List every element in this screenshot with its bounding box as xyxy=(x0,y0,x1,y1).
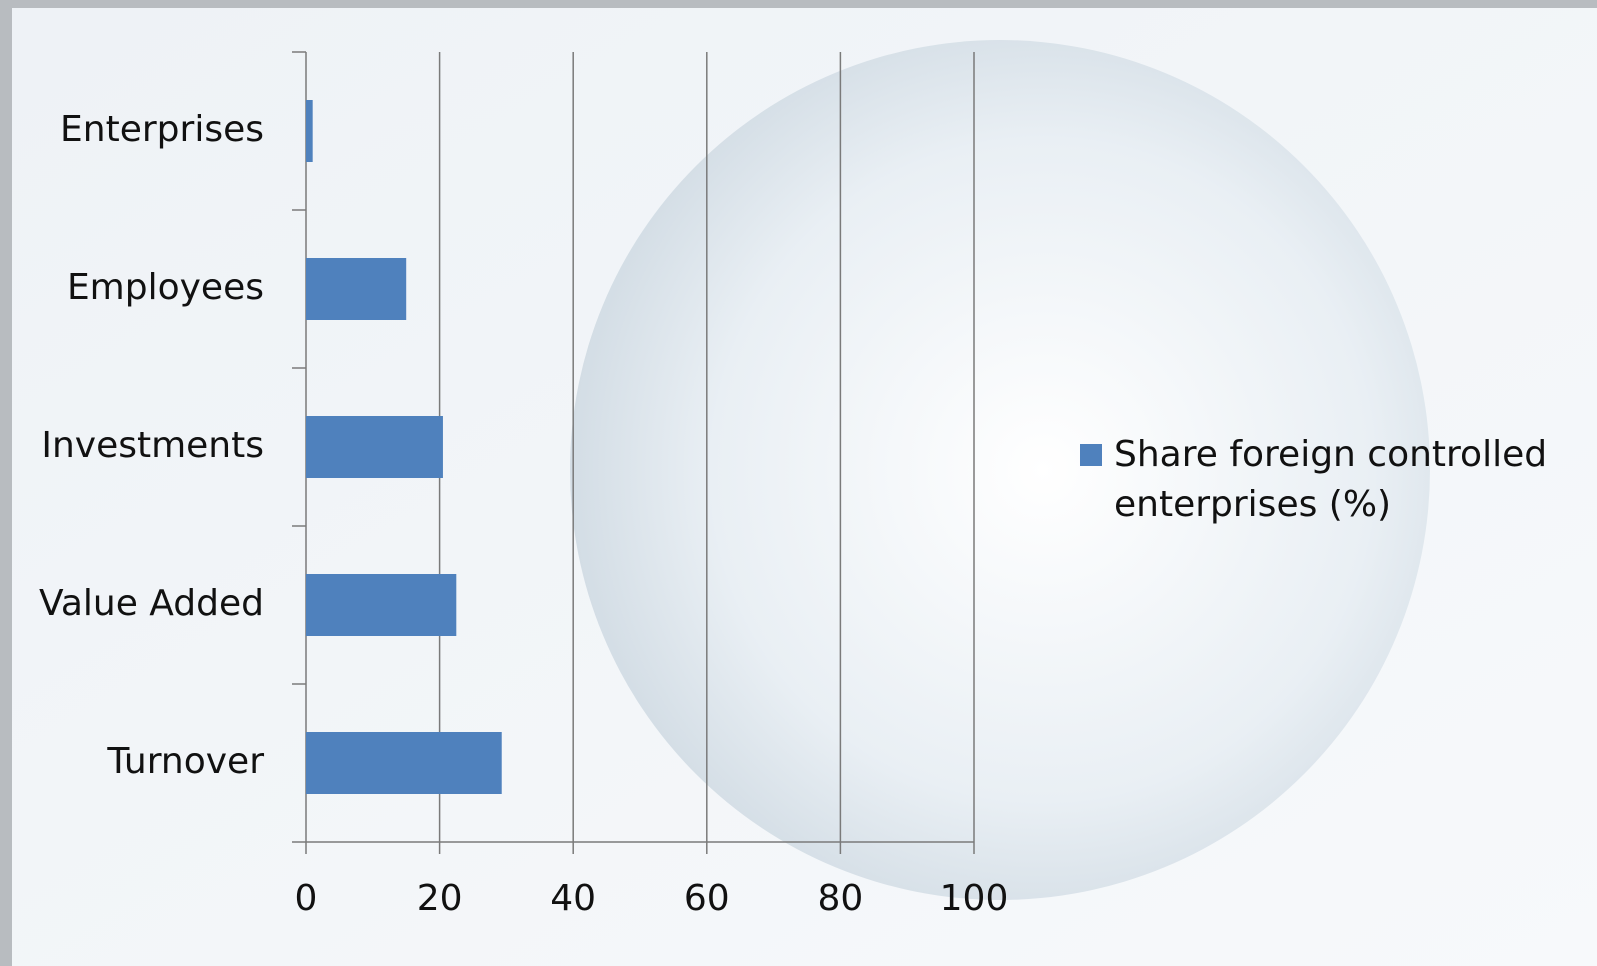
y-tick-label: Turnover xyxy=(106,741,264,782)
legend: Share foreign controlled enterprises (%) xyxy=(1080,430,1550,530)
x-tick-label: 0 xyxy=(295,878,318,919)
bar xyxy=(306,416,443,478)
y-tick-label: Value Added xyxy=(39,583,264,624)
y-tick-label: Investments xyxy=(41,425,264,466)
bar xyxy=(306,732,502,794)
x-tick-label: 40 xyxy=(550,878,596,919)
legend-swatch xyxy=(1080,444,1102,466)
y-tick-label: Enterprises xyxy=(60,109,264,150)
x-tick-label: 80 xyxy=(817,878,863,919)
plot: 0 20 40 60 80 100 Enterprises Employees Investme… xyxy=(39,51,1009,919)
x-tick-label: 100 xyxy=(940,878,1009,919)
y-tick-label: Employees xyxy=(67,267,264,308)
bar xyxy=(306,574,457,636)
x-tick-label: 20 xyxy=(417,878,463,919)
legend-label: Share foreign controlled enterprises (%) xyxy=(1114,434,1548,525)
bar xyxy=(306,258,407,320)
globe-decoration xyxy=(570,40,1430,900)
x-tick-label: 60 xyxy=(684,878,730,919)
bar xyxy=(306,100,313,162)
